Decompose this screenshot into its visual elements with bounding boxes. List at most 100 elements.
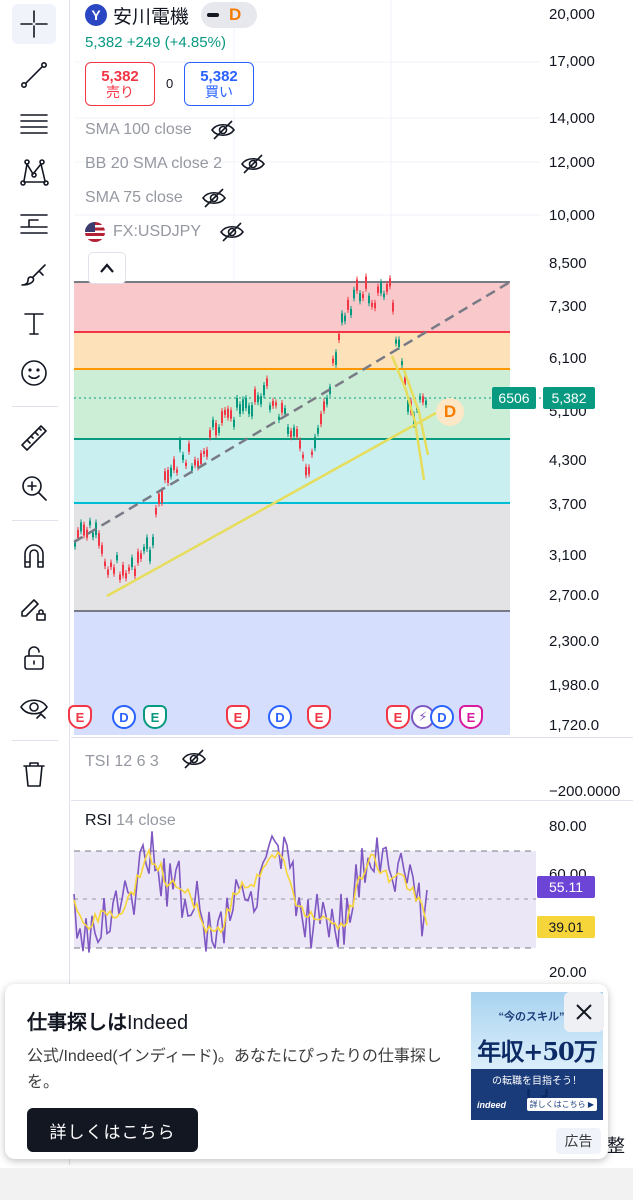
candle-body (77, 530, 79, 539)
indicator-sma75[interactable]: SMA 75 close (85, 186, 227, 210)
dividend-event[interactable]: D (430, 705, 454, 729)
price-change: 5,382 +249 (+4.85%) (85, 34, 226, 51)
candle-body (215, 422, 217, 436)
candle-body (374, 302, 376, 309)
rsi-legend[interactable]: RSI 14 close (85, 812, 176, 830)
indicator-bb[interactable]: BB 20 SMA close 2 (85, 152, 266, 176)
candle-body (350, 308, 352, 316)
candle-body (134, 568, 136, 577)
brush-icon[interactable] (12, 255, 56, 295)
dividend-event[interactable]: D (268, 705, 292, 729)
ad-banner[interactable]: 仕事探しはIndeed 公式/Indeed(インディード)。あなたにぴったりの仕… (5, 984, 608, 1159)
spread-value: 0 (166, 76, 174, 91)
price-axis-label: 8,500 (549, 255, 587, 272)
sell-button[interactable]: 5,382 売り (85, 62, 155, 106)
candle-body (128, 567, 130, 571)
toolbar-divider (12, 520, 58, 521)
rsi-pane[interactable] (71, 800, 541, 980)
magnet-icon[interactable] (12, 536, 56, 576)
earnings-event[interactable]: E (307, 705, 331, 729)
rsi-axis-label: 20.00 (549, 964, 587, 981)
trend-line-icon[interactable] (12, 55, 56, 95)
fib-zones[interactable] (74, 281, 510, 735)
candle-body (389, 278, 391, 287)
collapse-legend-button[interactable] (88, 252, 126, 284)
buy-button[interactable]: 5,382 買い (184, 62, 254, 106)
text-icon[interactable] (12, 303, 56, 343)
candle-body (176, 469, 178, 473)
indicator-usdjpy[interactable]: FX:USDJPY (85, 220, 245, 244)
pitchfork-line[interactable] (390, 355, 426, 481)
eye-off-icon[interactable] (210, 119, 236, 141)
candle-body (407, 400, 409, 412)
eye-icon[interactable] (12, 688, 56, 728)
earnings-event[interactable]: E (459, 705, 483, 729)
pitchfork-line[interactable] (402, 369, 430, 456)
ad-description: 公式/Indeed(インディード)。あなたにぴったりの仕事探しを。 (27, 1048, 442, 1091)
rsi-line (73, 831, 428, 953)
crosshair-icon[interactable] (12, 4, 56, 44)
candle-body (191, 466, 193, 471)
zoom-in-icon[interactable] (12, 468, 56, 508)
candle-body (359, 293, 361, 302)
ad-title[interactable]: 仕事探しはIndeed (27, 1006, 188, 1035)
pane-divider[interactable] (71, 737, 633, 738)
candle-body (152, 536, 154, 546)
candle-body (383, 293, 385, 298)
tsi-legend[interactable]: TSI 12 6 3 (85, 748, 207, 775)
price-axis-label: 2,300.0 (549, 633, 600, 650)
trash-icon[interactable] (12, 754, 56, 794)
candle-body (179, 439, 181, 450)
candle-body (203, 450, 205, 455)
candle-body (302, 454, 304, 459)
price-axis-label: 12,000 (549, 154, 595, 171)
candle-body (257, 395, 259, 403)
price-axis-label: 7,300 (549, 298, 587, 315)
forecast-icon[interactable] (12, 203, 56, 243)
unlock-icon[interactable] (12, 637, 56, 677)
pattern-icon[interactable] (12, 152, 56, 192)
close-ad-button[interactable] (564, 992, 604, 1032)
candle-body (158, 493, 160, 504)
candle-body (260, 396, 262, 405)
candle-body (197, 460, 199, 468)
price-axis-label: 4,300 (549, 452, 587, 469)
dashed-trendline[interactable] (73, 280, 511, 544)
candle-body (272, 400, 274, 406)
candle-body (395, 339, 397, 344)
chart-area[interactable]: 20,000 17,000 14,000 12,000 10,000 8,500… (68, 0, 633, 1165)
interval-badge[interactable]: D (201, 2, 258, 28)
symbol-name[interactable]: 安川電機 (113, 6, 190, 28)
dividend-marker[interactable]: D (436, 398, 464, 426)
eye-off-icon[interactable] (181, 748, 207, 775)
ad-title-rest: Indeed (127, 1012, 189, 1034)
indicator-sma100[interactable]: SMA 100 close (85, 118, 236, 142)
earnings-event[interactable]: E (386, 705, 410, 729)
pane-divider[interactable] (71, 800, 633, 801)
ruler-icon[interactable] (12, 418, 56, 458)
current-price-tag: 5,382 (543, 387, 595, 409)
support-trendline[interactable] (106, 411, 437, 598)
ad-image-line2: 年収+50万円 (477, 1037, 598, 1101)
price-pane[interactable] (71, 0, 633, 740)
fib-retracement-icon[interactable] (12, 104, 56, 144)
lock-drawing-icon[interactable] (12, 587, 56, 627)
earnings-event[interactable]: E (226, 705, 250, 729)
dividend-event[interactable]: D (112, 705, 136, 729)
candle-body (155, 507, 157, 515)
earnings-event[interactable]: E (143, 705, 167, 729)
candle-body (167, 470, 169, 483)
candlesticks (74, 273, 427, 583)
eye-off-icon[interactable] (219, 221, 245, 243)
buy-label: 買い (205, 83, 233, 100)
eye-off-icon[interactable] (201, 187, 227, 209)
earnings-event[interactable]: E (68, 705, 92, 729)
candle-body (332, 358, 334, 363)
candle-body (335, 352, 337, 365)
emoji-icon[interactable] (12, 353, 56, 393)
symbol-header[interactable]: Y 安川電機 D (85, 1, 258, 29)
candle-body (230, 410, 232, 419)
candle-body (386, 284, 388, 292)
eye-off-icon[interactable] (240, 153, 266, 175)
ad-cta-button[interactable]: 詳しくはこちら (27, 1108, 198, 1152)
